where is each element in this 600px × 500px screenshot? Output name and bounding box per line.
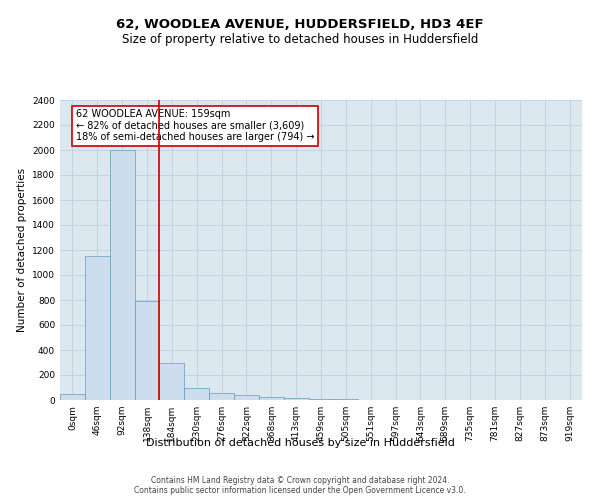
Text: 62 WOODLEA AVENUE: 159sqm
← 82% of detached houses are smaller (3,609)
18% of se: 62 WOODLEA AVENUE: 159sqm ← 82% of detac… xyxy=(76,109,314,142)
Bar xyxy=(110,150,134,400)
Text: 62, WOODLEA AVENUE, HUDDERSFIELD, HD3 4EF: 62, WOODLEA AVENUE, HUDDERSFIELD, HD3 4E… xyxy=(116,18,484,30)
Bar xyxy=(184,388,209,400)
Text: Size of property relative to detached houses in Huddersfield: Size of property relative to detached ho… xyxy=(122,34,478,46)
Text: Contains HM Land Registry data © Crown copyright and database right 2024.
Contai: Contains HM Land Registry data © Crown c… xyxy=(134,476,466,495)
Bar xyxy=(234,395,259,400)
Bar xyxy=(209,393,234,400)
Bar xyxy=(85,256,110,400)
Bar xyxy=(60,394,85,400)
Bar xyxy=(134,301,160,400)
Y-axis label: Number of detached properties: Number of detached properties xyxy=(17,168,26,332)
Bar xyxy=(259,397,284,400)
Bar xyxy=(160,362,184,400)
Bar xyxy=(308,399,334,400)
Bar xyxy=(284,398,308,400)
Text: Distribution of detached houses by size in Huddersfield: Distribution of detached houses by size … xyxy=(146,438,454,448)
